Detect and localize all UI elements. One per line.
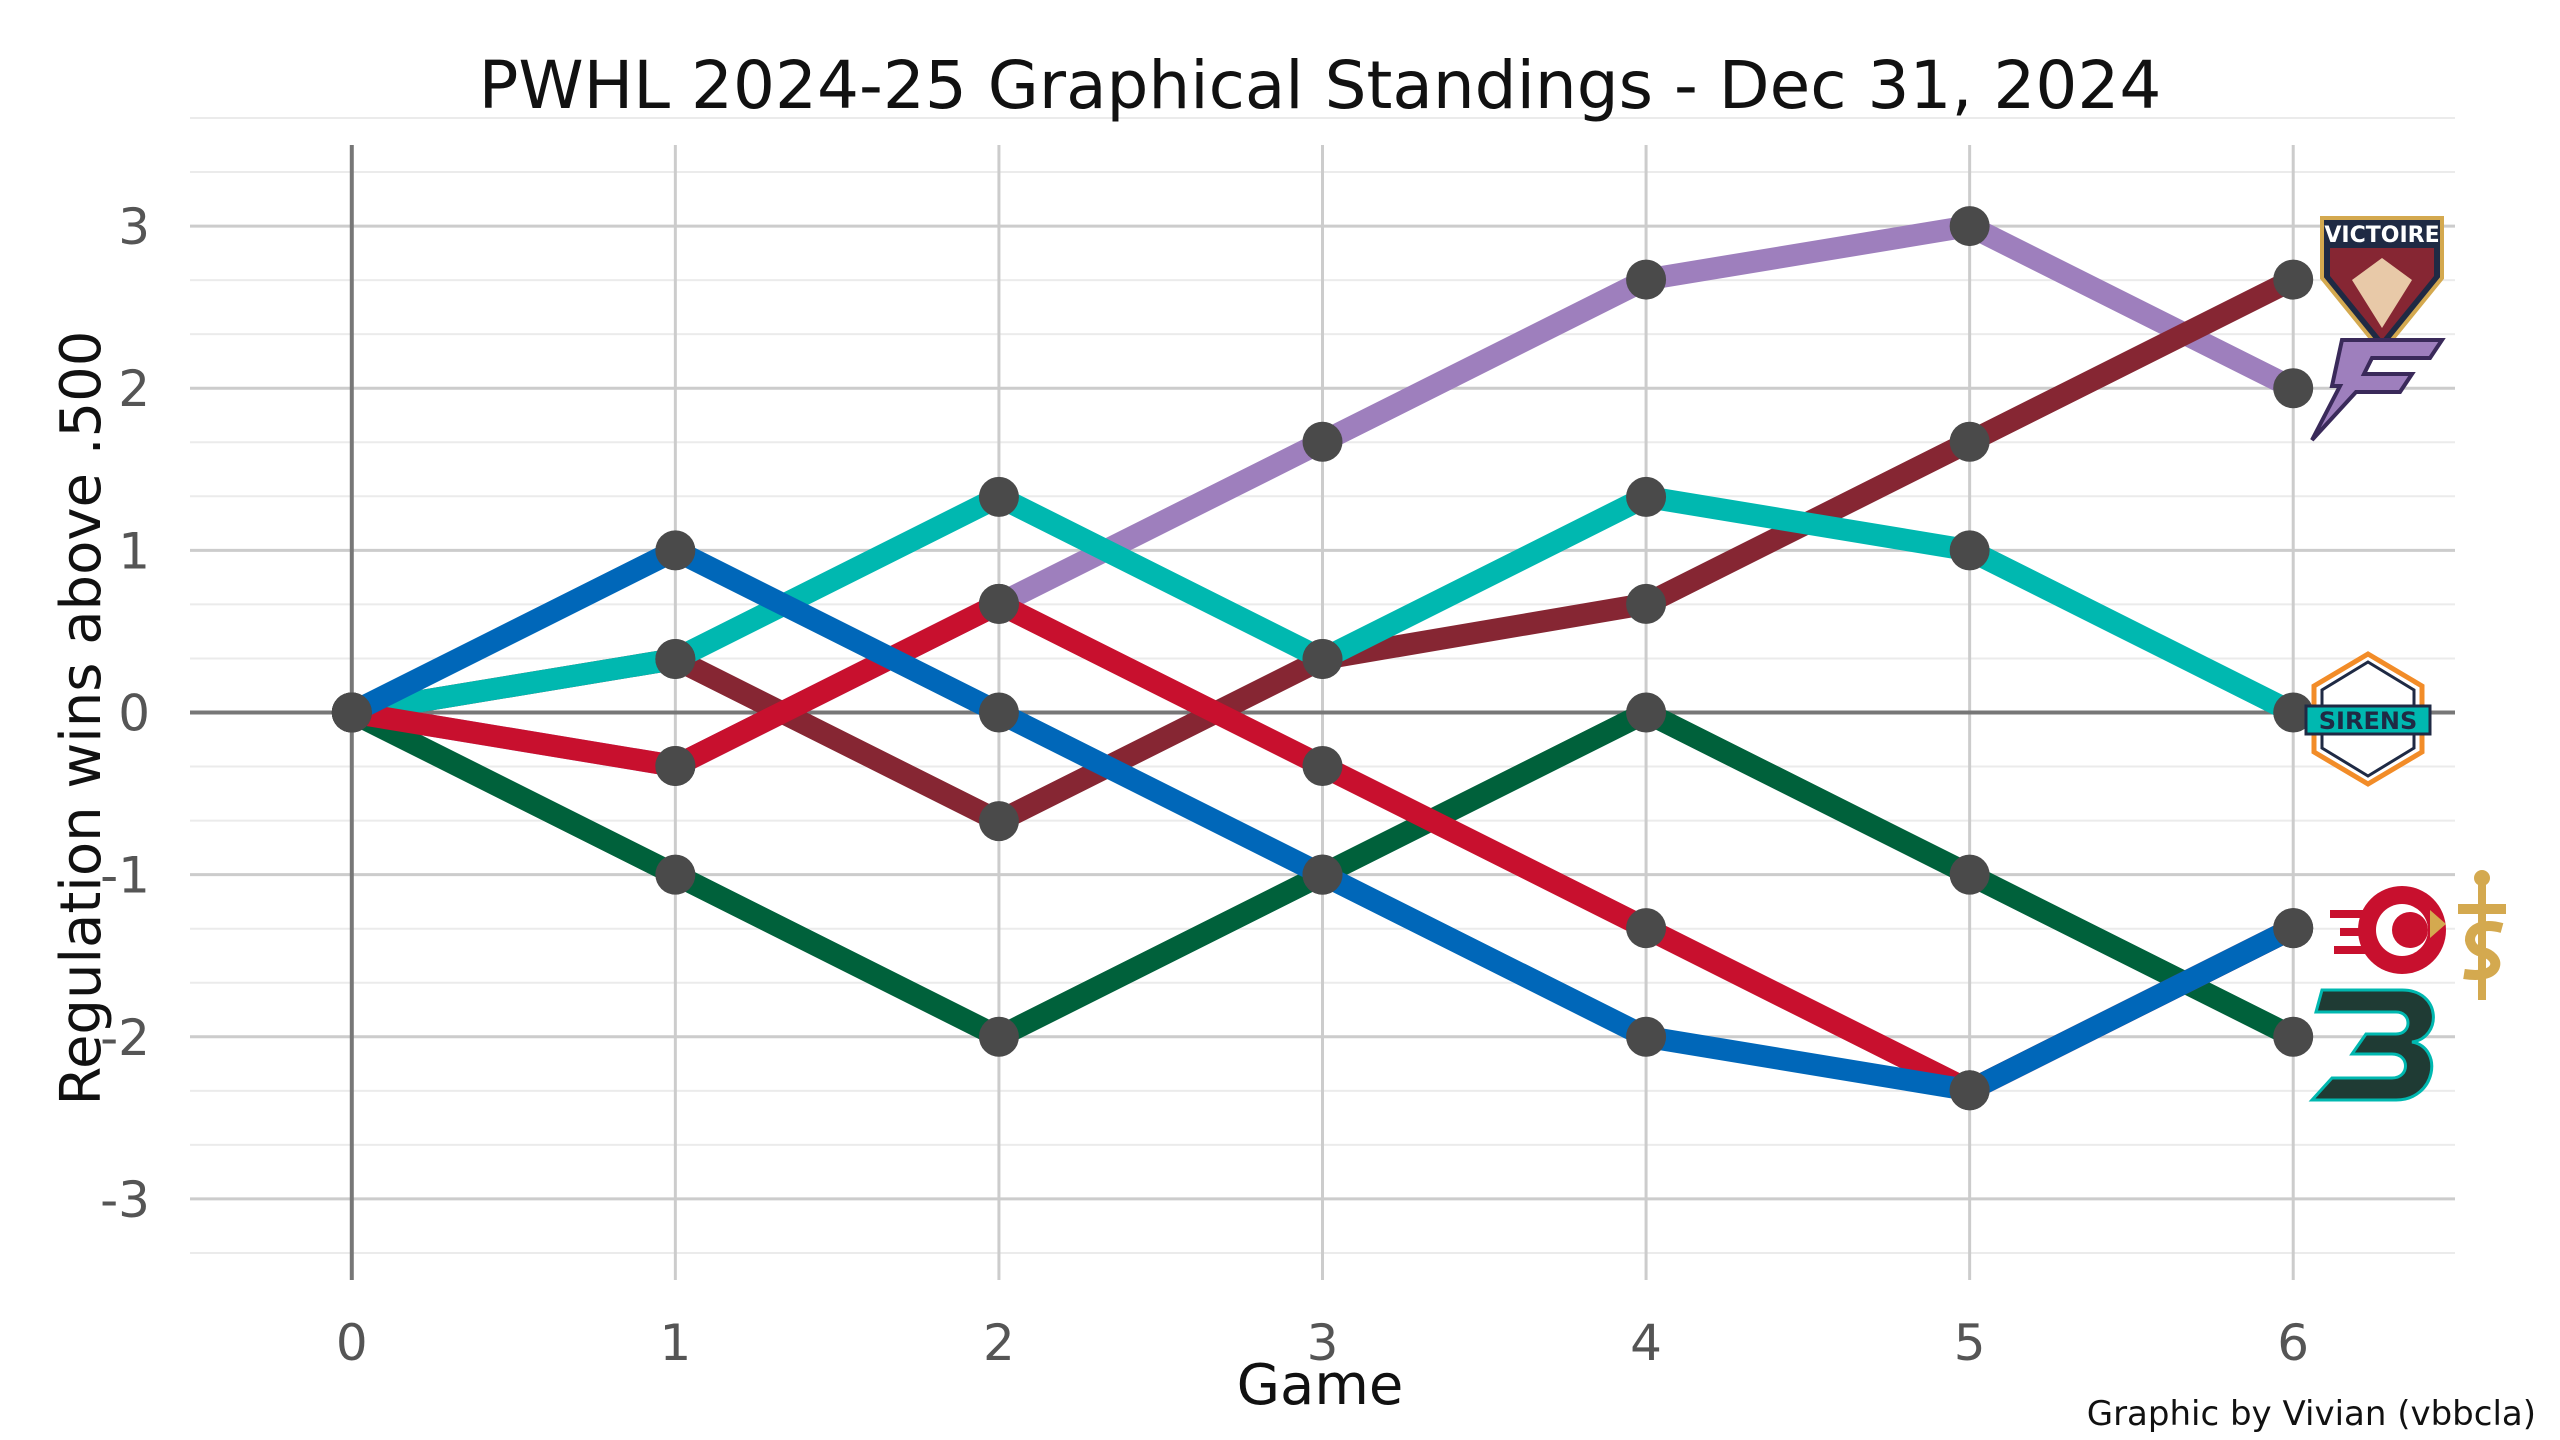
data-point-6-3 — [1302, 854, 1343, 895]
y-tick-label: 3 — [118, 198, 150, 256]
data-point-5-4 — [1626, 908, 1667, 949]
data-point-2-2 — [978, 801, 1019, 842]
y-tick-label: -1 — [100, 847, 150, 905]
x-tick-label: 1 — [659, 1314, 691, 1372]
data-point-1-4 — [1626, 259, 1667, 300]
y-tick-label: -2 — [100, 1009, 150, 1067]
data-point-4-6 — [2273, 1016, 2314, 1057]
data-point-2-5 — [1949, 421, 1990, 462]
data-point-3-6 — [2273, 692, 2314, 733]
x-tick-label: 5 — [1954, 1314, 1986, 1372]
data-point-6-5 — [1949, 1070, 1990, 1111]
data-point-5-3 — [1302, 746, 1343, 787]
montreal-victoire-logo: VICTOIRE — [2320, 216, 2444, 356]
data-point-1-3 — [1302, 421, 1343, 462]
data-point-3-5 — [1949, 530, 1990, 571]
data-point-4-5 — [1949, 854, 1990, 895]
data-point-5-1 — [655, 746, 696, 787]
x-tick-label: 4 — [1630, 1314, 1662, 1372]
minnesota-frost-logo — [2310, 338, 2446, 442]
data-point-6-6 — [2273, 908, 2314, 949]
data-point-3-4 — [1626, 476, 1667, 517]
data-point-2-4 — [1626, 583, 1667, 624]
tick-layer: -3 -2 -1 0 1 2 3 0 1 2 3 4 5 6 — [100, 198, 2309, 1372]
boston-fleet-logo — [2308, 988, 2435, 1102]
y-tick-label: 0 — [118, 685, 150, 743]
data-point-6-4 — [1626, 1016, 1667, 1057]
y-tick-label: -3 — [100, 1171, 150, 1229]
chart-title: PWHL 2024-25 Graphical Standings - Dec 3… — [479, 47, 2162, 124]
toronto-sceptres-logo — [2458, 870, 2506, 1000]
victoire-logo-text: VICTOIRE — [2324, 223, 2439, 248]
x-tick-label: 0 — [336, 1314, 368, 1372]
x-tick-label: 6 — [2277, 1314, 2309, 1372]
data-point-3-1 — [655, 638, 696, 679]
data-point-3-2 — [978, 476, 1019, 517]
data-point-1-5 — [1949, 206, 1990, 247]
new-york-sirens-logo: SIRENS — [2304, 651, 2432, 787]
data-point-4-1 — [655, 854, 696, 895]
data-point-6-1 — [655, 530, 696, 571]
data-point-4-2 — [978, 1016, 1019, 1057]
data-point-3-3 — [1302, 638, 1343, 679]
data-point-6-2 — [978, 692, 1019, 733]
y-tick-label: 1 — [118, 522, 150, 580]
y-axis-title: Regulation wins above .500 — [49, 331, 114, 1106]
sirens-logo-text: SIRENS — [2319, 707, 2417, 735]
graphic-credit: Graphic by Vivian (vbbcla) — [2087, 1394, 2536, 1434]
y-tick-label: 2 — [118, 360, 150, 418]
ottawa-charge-logo — [2330, 886, 2446, 974]
x-tick-label: 2 — [983, 1314, 1015, 1372]
x-tick-label: 3 — [1307, 1314, 1339, 1372]
x-axis-title: Game — [1237, 1353, 1404, 1418]
point-layer — [331, 206, 2314, 1111]
data-point-1-6 — [2273, 368, 2314, 409]
data-point-6-0 — [331, 692, 372, 733]
data-point-4-4 — [1626, 692, 1667, 733]
data-point-2-6 — [2273, 259, 2314, 300]
data-point-5-2 — [978, 583, 1019, 624]
